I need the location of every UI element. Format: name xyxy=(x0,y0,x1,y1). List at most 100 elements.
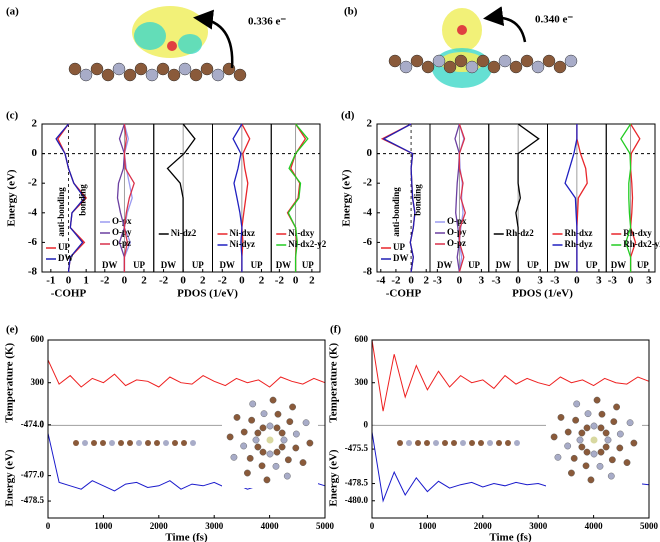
y2-axis-label: Energy (eV) xyxy=(4,449,16,506)
atom xyxy=(542,54,556,68)
atom xyxy=(469,440,475,446)
x-tick-label: -2 xyxy=(159,275,169,287)
legend-label: DW xyxy=(58,253,74,263)
side-label: UP xyxy=(586,260,598,270)
dos-line xyxy=(116,123,126,272)
x-tick-label: -2 xyxy=(391,275,401,287)
x-axis-label: PDOS (1/eV) xyxy=(512,288,573,300)
x-tick-label: 0 xyxy=(122,275,128,287)
atom xyxy=(283,472,291,480)
atom xyxy=(593,396,601,404)
atom xyxy=(505,440,511,446)
atom xyxy=(91,440,97,446)
x-tick-label: 0 xyxy=(457,275,463,287)
atom xyxy=(630,439,638,447)
x-tick-label: 2000 xyxy=(474,521,493,531)
atom xyxy=(570,454,578,462)
side-label: DW xyxy=(276,260,292,270)
atom xyxy=(246,454,254,462)
atom xyxy=(433,440,439,446)
atom xyxy=(263,476,271,484)
atom xyxy=(583,424,591,432)
atom xyxy=(259,424,267,432)
side-label: DW xyxy=(437,260,453,270)
atom xyxy=(100,440,106,446)
plot-frame xyxy=(371,339,650,519)
plot-frame xyxy=(47,339,326,519)
side-label: DW xyxy=(161,260,177,270)
y-tick-label: -8 xyxy=(363,266,373,278)
atom xyxy=(454,54,468,68)
side-label: UP xyxy=(527,260,539,270)
atom xyxy=(590,422,598,430)
atom xyxy=(167,41,177,51)
atom xyxy=(154,440,160,446)
atom xyxy=(254,429,262,437)
legend-label: Rh-dz2 xyxy=(506,228,535,238)
y-tick-label: 2 xyxy=(367,118,373,130)
legend-label: UP xyxy=(58,242,70,252)
y-tick-label: 300 xyxy=(355,377,369,387)
y-axis-label: Temperature (K) xyxy=(4,343,16,423)
atom xyxy=(410,54,424,68)
atom xyxy=(613,403,620,411)
dos-line xyxy=(287,123,309,272)
atom xyxy=(564,428,572,436)
legend-label: Ni-dyz xyxy=(230,239,256,249)
y-tick-label: 0 xyxy=(364,420,369,430)
atom xyxy=(572,416,580,424)
x-tick-label: 3 xyxy=(479,275,485,287)
arrow xyxy=(483,6,527,43)
dos-line xyxy=(515,123,540,272)
dos-line xyxy=(241,123,251,272)
atom xyxy=(442,440,448,446)
x-tick-label: -3 xyxy=(550,275,560,287)
dos-line xyxy=(123,123,135,272)
molecule xyxy=(68,41,247,82)
panel-label: (c) xyxy=(6,110,19,122)
atom xyxy=(306,439,314,447)
x-axis-label: -COHP xyxy=(386,288,422,300)
atom xyxy=(240,442,248,450)
x-axis-label: Time (fs) xyxy=(489,532,532,542)
atom xyxy=(101,68,115,82)
x-tick-label: -2 xyxy=(275,275,285,287)
atom xyxy=(292,430,300,438)
atom xyxy=(597,448,605,456)
y2-axis-label: Energy (eV) xyxy=(328,449,340,506)
atom xyxy=(421,60,435,74)
x-tick-label: -1 xyxy=(46,275,55,287)
atom xyxy=(280,436,288,444)
x-tick-label: 3 xyxy=(537,275,543,287)
legend-label: O-px xyxy=(112,216,132,226)
atom xyxy=(583,448,591,456)
y-tick-label: -4 xyxy=(28,206,38,218)
charge-density xyxy=(134,22,166,50)
x-tick-label: 3 xyxy=(596,275,602,287)
atom xyxy=(604,436,612,444)
x-tick-label: 0 xyxy=(515,275,521,287)
y2-tick-label: -478.5 xyxy=(21,495,45,505)
legend-label: O-pz xyxy=(112,238,131,248)
atom xyxy=(602,443,610,451)
x-tick-label: 4000 xyxy=(585,521,604,531)
dos-line xyxy=(232,123,243,272)
atom xyxy=(156,62,170,76)
x-tick-label: 1000 xyxy=(94,521,113,531)
dos-line xyxy=(620,123,632,272)
x-tick-label: 5000 xyxy=(316,521,335,531)
arrow xyxy=(193,9,234,69)
y-tick-label: -4 xyxy=(363,206,373,218)
legend-label: Ni-dxz xyxy=(230,228,256,238)
legend-label: O-py xyxy=(112,227,132,237)
atom xyxy=(424,440,430,446)
atom xyxy=(181,440,187,446)
atom xyxy=(584,410,592,418)
charge-density xyxy=(178,34,202,54)
side-label: DW xyxy=(554,260,570,270)
atom xyxy=(478,440,484,446)
legend-label: Rh-dyz xyxy=(565,239,593,249)
atom xyxy=(616,430,624,438)
atom xyxy=(167,68,181,82)
panel-b: (b) 0.340 e⁻ xyxy=(344,6,578,88)
